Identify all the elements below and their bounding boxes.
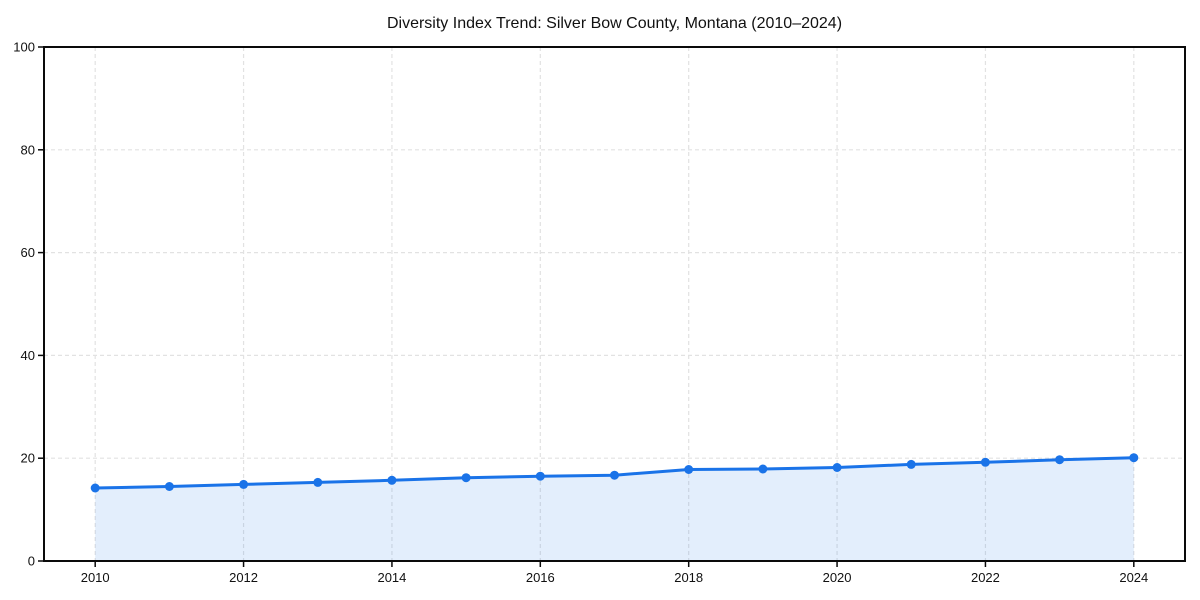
data-point xyxy=(313,477,323,487)
data-point xyxy=(387,475,397,485)
data-point xyxy=(980,457,990,467)
data-point xyxy=(535,471,545,481)
y-tick-label: 100 xyxy=(13,40,35,55)
data-point xyxy=(90,483,100,493)
x-tick-label: 2022 xyxy=(971,570,1000,585)
y-tick-label: 0 xyxy=(28,554,35,569)
data-point xyxy=(1055,455,1065,465)
y-tick-label: 40 xyxy=(21,348,35,363)
x-tick-label: 2014 xyxy=(377,570,406,585)
data-point xyxy=(684,465,694,474)
y-tick-label: 80 xyxy=(21,142,35,157)
area-fill xyxy=(95,457,1134,561)
x-tick-label: 2018 xyxy=(674,570,703,585)
data-point xyxy=(164,482,174,491)
x-tick-label: 2024 xyxy=(1119,570,1148,585)
data-point xyxy=(832,463,842,472)
data-point xyxy=(610,470,619,480)
y-tick-label: 20 xyxy=(21,451,35,466)
x-tick-label: 2020 xyxy=(823,570,852,585)
x-tick-label: 2016 xyxy=(526,570,555,585)
y-tick-label: 60 xyxy=(21,245,35,260)
plot-border xyxy=(43,46,1186,562)
data-point xyxy=(758,464,768,474)
data-point xyxy=(906,459,916,469)
x-tick-label: 2012 xyxy=(229,570,258,585)
chart-title: Diversity Index Trend: Silver Bow County… xyxy=(386,15,843,32)
data-point xyxy=(239,479,249,489)
x-tick-label: 2010 xyxy=(81,570,110,585)
data-point xyxy=(1129,453,1139,463)
data-point xyxy=(461,473,471,483)
